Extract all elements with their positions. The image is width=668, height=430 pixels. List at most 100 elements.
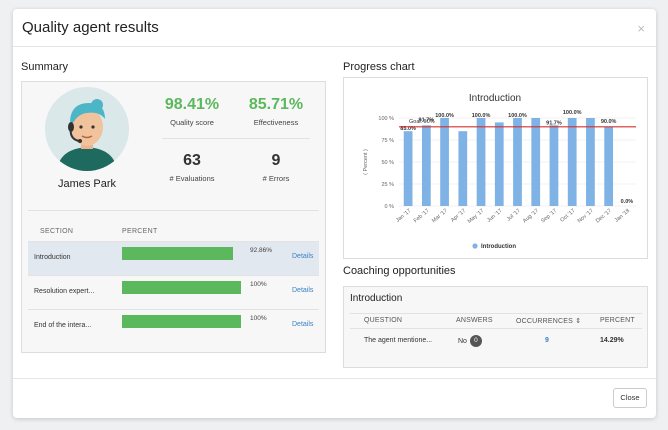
x-tick-label: Feb '17 xyxy=(413,208,431,224)
question-text: The agent mentione... xyxy=(364,337,433,344)
coaching-header-divider xyxy=(350,313,642,314)
section-row[interactable]: End of the intera... 100% Details xyxy=(28,309,319,343)
percent-bar xyxy=(122,315,241,328)
y-tick-label: 0 % xyxy=(385,204,395,210)
chart-bar xyxy=(604,126,614,206)
chart-bar xyxy=(440,118,449,206)
x-tick-label: Apr '17 xyxy=(450,208,467,224)
answers-column-header: ANSWERS xyxy=(456,317,493,324)
section-name: Introduction xyxy=(34,254,71,261)
percent-bar-fill xyxy=(122,247,233,260)
data-label: 91.7% xyxy=(546,120,562,126)
data-label: 85.0% xyxy=(400,126,416,132)
percent-column-header: PERCENT xyxy=(600,317,635,324)
summary-title: Summary xyxy=(21,61,69,73)
evaluations-label: # Evaluations xyxy=(169,174,215,183)
evaluations-stat: 63 # Evaluations xyxy=(150,152,234,183)
x-tick-label: Jul '17 xyxy=(506,208,522,223)
chart-bar xyxy=(403,131,413,206)
data-label: 91.7% xyxy=(419,117,435,123)
percent-value: 92.86% xyxy=(250,247,273,254)
x-tick-label: Jun '17 xyxy=(486,208,503,224)
legend-swatch xyxy=(472,243,478,249)
details-link[interactable]: Details xyxy=(292,321,314,328)
modal-footer-divider xyxy=(13,378,656,379)
y-tick-label: 100 % xyxy=(378,116,394,122)
section-row[interactable]: Resolution expert... 100% Details xyxy=(28,275,319,309)
quality-score-stat: 98.41% Quality score xyxy=(150,96,234,127)
percent-bar-fill xyxy=(122,315,241,328)
coaching-title: Coaching opportunities xyxy=(343,265,456,277)
details-link[interactable]: Details xyxy=(292,287,314,294)
coaching-section-title: Introduction xyxy=(350,293,403,304)
close-button[interactable]: Close xyxy=(613,388,647,408)
x-tick-label: Oct '17 xyxy=(559,208,576,224)
chart-title: Introduction xyxy=(469,93,521,104)
avatar xyxy=(45,87,129,171)
section-column-header: SECTION xyxy=(40,228,74,235)
y-axis-label: ( Percent ) xyxy=(363,149,369,175)
occurrences-link[interactable]: 9 xyxy=(545,337,549,344)
percent-value: 100% xyxy=(250,315,267,322)
data-label: 0.0% xyxy=(621,199,634,205)
percent-bar xyxy=(122,247,241,260)
section-row[interactable]: Introduction 92.86% Details xyxy=(28,241,319,275)
coaching-panel: Introduction QUESTION ANSWERS OCCURRENCE… xyxy=(343,286,648,368)
errors-value: 9 xyxy=(271,152,281,169)
effectiveness-stat: 85.71% Effectiveness xyxy=(234,96,318,127)
progress-chart-panel: Introduction 0 % 25 % 50 % 75 % 100 % ( Percen… xyxy=(343,77,648,259)
agent-avatar-icon xyxy=(45,87,129,171)
chart-bar xyxy=(421,125,431,206)
chart-bar xyxy=(476,118,486,206)
x-tick-label: Jan '18 xyxy=(614,208,631,224)
details-link[interactable]: Details xyxy=(292,253,314,260)
chart-bar xyxy=(494,122,504,206)
coaching-row-divider xyxy=(350,328,642,329)
question-column-header: QUESTION xyxy=(364,317,403,324)
answer-value: No xyxy=(458,337,467,345)
percent-value: 100% xyxy=(250,281,267,288)
y-tick-label: 25 % xyxy=(381,182,394,188)
x-tick-label: Mar '17 xyxy=(431,208,449,224)
agent-name: James Park xyxy=(57,178,117,190)
progress-chart: Introduction 0 % 25 % 50 % 75 % 100 % ( Percen… xyxy=(363,93,636,250)
chart-bar xyxy=(567,118,577,206)
effectiveness-value: 85.71% xyxy=(248,96,304,113)
y-tick-label: 50 % xyxy=(381,160,394,166)
x-tick-label: Jan '17 xyxy=(395,208,412,224)
quality-results-modal: Quality agent results × Summary James Pa… xyxy=(13,9,656,418)
section-name: Resolution expert... xyxy=(34,288,95,295)
data-label: 90.0% xyxy=(601,119,617,125)
x-tick-label: Dec '17 xyxy=(595,208,613,224)
summary-divider xyxy=(28,210,319,211)
x-tick-label: May '17 xyxy=(467,208,485,225)
errors-label: # Errors xyxy=(262,174,290,183)
progress-chart-title: Progress chart xyxy=(343,61,415,73)
quality-score-value: 98.41% xyxy=(164,96,220,113)
close-icon[interactable]: × xyxy=(637,21,645,36)
summary-panel: James Park 98.41% Quality score 85.71% E… xyxy=(21,81,326,353)
x-tick-label: Nov '17 xyxy=(577,208,595,224)
x-tick-label: Sep '17 xyxy=(540,208,558,224)
answer-cell: No 0 xyxy=(458,335,482,347)
evaluations-value: 63 xyxy=(183,152,201,169)
chart-bar xyxy=(531,118,541,206)
percent-bar-fill xyxy=(122,281,241,294)
legend-label: Introduction xyxy=(481,244,516,250)
modal-header: Quality agent results × xyxy=(13,9,656,47)
percent-column-header: PERCENT xyxy=(122,228,158,235)
data-label: 100.0% xyxy=(435,113,454,119)
effectiveness-label: Effectiveness xyxy=(253,118,299,127)
chart-bar xyxy=(586,118,595,206)
errors-stat: 9 # Errors xyxy=(234,152,318,183)
section-name: End of the intera... xyxy=(34,322,92,329)
answer-count-badge: 0 xyxy=(469,335,482,347)
data-label: 100.0% xyxy=(563,110,582,116)
chart-bar xyxy=(458,131,468,206)
occurrences-column-header[interactable]: OCCURRENCES ⇕ xyxy=(516,317,581,325)
occurrence-percent: 14.29% xyxy=(600,337,624,344)
sort-icon[interactable]: ⇕ xyxy=(575,318,582,325)
chart-bar xyxy=(549,125,559,206)
percent-bar xyxy=(122,281,241,294)
data-label: 100.0% xyxy=(472,113,491,119)
